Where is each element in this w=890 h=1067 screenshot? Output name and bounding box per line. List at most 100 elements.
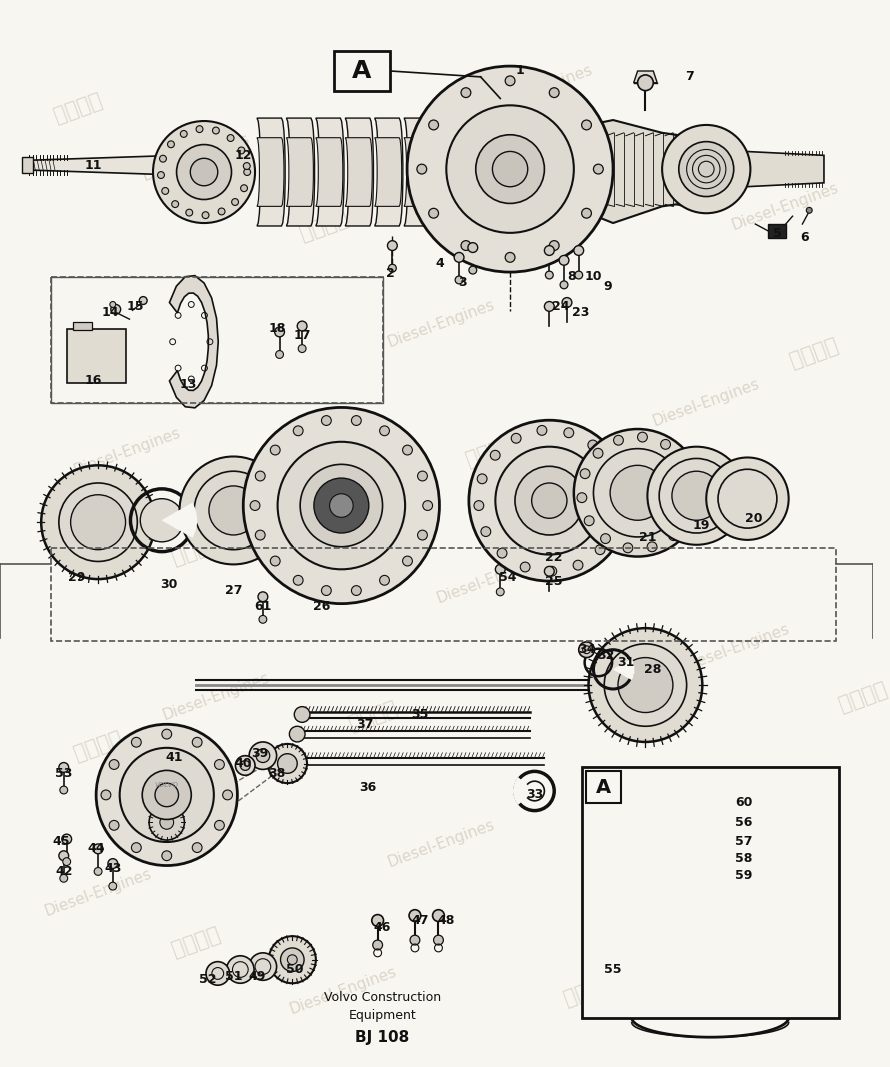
Text: 柴发动力: 柴发动力 [611, 777, 665, 813]
Circle shape [96, 724, 238, 865]
Text: 柴发动力: 柴发动力 [788, 335, 841, 371]
Circle shape [660, 440, 670, 449]
Wedge shape [513, 777, 535, 805]
Circle shape [574, 429, 701, 557]
Circle shape [647, 447, 746, 545]
Circle shape [271, 445, 280, 455]
Circle shape [692, 833, 708, 849]
Circle shape [162, 188, 169, 194]
Circle shape [94, 867, 102, 875]
Circle shape [588, 440, 598, 450]
Circle shape [352, 586, 361, 595]
Text: 11: 11 [85, 159, 102, 172]
Text: Diesel-Engines: Diesel-Engines [43, 866, 154, 920]
Text: 3: 3 [458, 276, 467, 289]
Circle shape [410, 935, 420, 945]
Circle shape [684, 791, 715, 823]
Circle shape [546, 271, 554, 278]
Circle shape [255, 530, 265, 540]
Circle shape [618, 657, 673, 713]
Circle shape [387, 241, 397, 251]
Circle shape [268, 744, 307, 783]
Circle shape [388, 265, 396, 272]
Circle shape [409, 910, 421, 922]
Text: 40: 40 [235, 757, 252, 770]
Circle shape [560, 281, 568, 289]
Circle shape [119, 748, 214, 842]
Circle shape [109, 821, 119, 830]
Text: Volvo Construction
Equipment: Volvo Construction Equipment [324, 991, 441, 1022]
Circle shape [637, 75, 653, 91]
Circle shape [601, 534, 611, 543]
Text: Diesel-Engines: Diesel-Engines [287, 965, 399, 1018]
Circle shape [192, 843, 202, 853]
Circle shape [280, 947, 304, 971]
Circle shape [610, 522, 619, 532]
Text: 28: 28 [643, 663, 661, 675]
Circle shape [150, 805, 184, 840]
Text: 55: 55 [604, 964, 622, 976]
Circle shape [321, 586, 331, 595]
Circle shape [63, 858, 70, 865]
Circle shape [521, 562, 530, 572]
Text: 12: 12 [235, 149, 252, 162]
Circle shape [61, 834, 71, 844]
Circle shape [672, 472, 721, 521]
Circle shape [647, 542, 657, 552]
Circle shape [492, 152, 528, 187]
Circle shape [623, 543, 633, 553]
Circle shape [678, 456, 688, 465]
Circle shape [718, 469, 777, 528]
Circle shape [59, 483, 137, 561]
Text: 31: 31 [617, 656, 635, 669]
Circle shape [454, 253, 464, 262]
Circle shape [584, 515, 595, 526]
Circle shape [109, 882, 117, 890]
Text: Diesel-Engines: Diesel-Engines [385, 298, 498, 350]
Text: 柴发动力: 柴发动力 [169, 924, 223, 960]
Text: Diesel-Engines: Diesel-Engines [160, 670, 271, 723]
Text: 34: 34 [578, 643, 595, 656]
Circle shape [214, 760, 224, 769]
Text: 41: 41 [166, 751, 183, 764]
Circle shape [218, 208, 225, 214]
Text: 25: 25 [546, 574, 563, 588]
Circle shape [574, 245, 584, 255]
Circle shape [417, 472, 427, 481]
Bar [51, 277, 383, 402]
Circle shape [132, 737, 142, 747]
Text: 23: 23 [572, 306, 589, 319]
Polygon shape [257, 118, 285, 226]
Circle shape [573, 560, 583, 570]
Text: 26: 26 [313, 600, 330, 614]
Circle shape [407, 66, 613, 272]
Bar [586, 771, 621, 802]
Circle shape [162, 850, 172, 861]
Circle shape [593, 448, 603, 458]
Text: 21: 21 [639, 531, 656, 544]
Circle shape [132, 843, 142, 853]
Text: 39: 39 [251, 747, 269, 760]
Circle shape [469, 266, 477, 274]
Circle shape [93, 844, 103, 854]
Text: 59: 59 [735, 869, 752, 881]
Polygon shape [433, 138, 460, 206]
Circle shape [153, 121, 255, 223]
Polygon shape [404, 138, 431, 206]
Text: Diesel-Engines: Diesel-Engines [141, 131, 252, 184]
Circle shape [108, 859, 117, 869]
Circle shape [111, 304, 121, 315]
Circle shape [595, 545, 605, 555]
Circle shape [537, 426, 546, 435]
Text: 柴发动力: 柴发动力 [837, 679, 890, 715]
Circle shape [564, 428, 574, 437]
Text: Diesel-Engines: Diesel-Engines [484, 62, 595, 115]
Circle shape [41, 465, 155, 579]
Text: A: A [352, 59, 372, 83]
Circle shape [194, 472, 272, 550]
Circle shape [213, 127, 219, 134]
Circle shape [455, 276, 463, 284]
Text: 32: 32 [597, 649, 615, 663]
Circle shape [468, 242, 478, 253]
Circle shape [690, 797, 709, 816]
